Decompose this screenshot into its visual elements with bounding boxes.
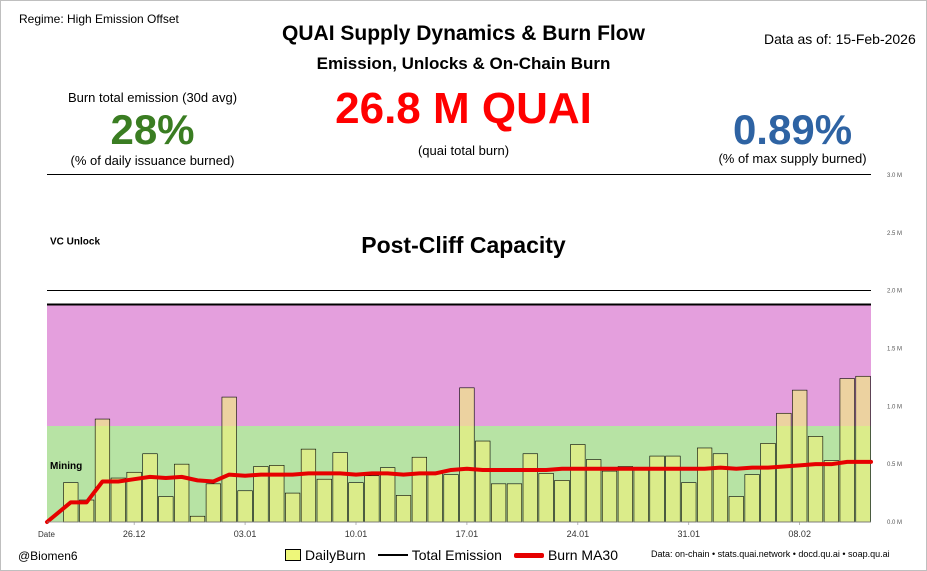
daily-burn-bar xyxy=(522,453,538,523)
band-vc-unlock xyxy=(47,304,871,426)
band-label: VC Unlock xyxy=(50,237,100,248)
daily-burn-bar xyxy=(158,496,174,523)
daily-burn-bar xyxy=(364,475,380,523)
daily-burn-bar xyxy=(411,456,427,523)
legend-label-total-emission: Total Emission xyxy=(411,547,502,563)
daily-burn-bar xyxy=(649,455,665,523)
daily-burn-bar xyxy=(475,440,491,523)
chart-subtitle: Emission, Unlocks & On-Chain Burn xyxy=(316,54,611,73)
daily-burn-bar xyxy=(570,444,586,523)
kpi-center-value: 26.8 M QUAI xyxy=(335,84,592,133)
daily-burn-bar xyxy=(427,473,443,523)
y-tick-label: 2.0 M xyxy=(887,289,902,295)
legend-item-total-emission: Total Emission xyxy=(377,547,502,563)
daily-burn-bar xyxy=(728,496,744,523)
daily-burn-bar xyxy=(285,492,301,523)
y-tick-label: 2.5 M xyxy=(887,231,902,237)
daily-burn-bar xyxy=(601,470,618,523)
daily-burn-bar xyxy=(395,495,412,523)
daily-burn-bar xyxy=(348,482,364,523)
x-axis-label: Date xyxy=(38,530,55,539)
daily-burn-bar xyxy=(332,452,348,523)
daily-burn-bar xyxy=(110,477,126,523)
regime-label: Regime: High Emission Offset xyxy=(19,12,179,26)
data-source: Data: on-chain • stats.quai.network • do… xyxy=(651,549,890,559)
daily-burn-bar xyxy=(665,455,681,523)
x-tick-label: 26.12 xyxy=(123,529,146,539)
kpi-separator xyxy=(47,174,871,175)
daily-burn-bar xyxy=(189,515,206,523)
y-tick-label: 0.5 M xyxy=(887,462,902,468)
daily-burn-bar xyxy=(443,474,459,523)
data-as-of: Data as of: 15-Feb-2026 xyxy=(764,31,916,47)
chart-title: QUAI Supply Dynamics & Burn Flow xyxy=(282,22,645,45)
x-tick-label: 31.01 xyxy=(678,529,701,539)
daily-burn-bars xyxy=(63,375,871,523)
x-tick-label: 24.01 xyxy=(567,529,590,539)
daily-burn-bar xyxy=(823,460,839,523)
legend-swatch-line xyxy=(377,554,408,556)
kpi-left-note: (% of daily issuance burned) xyxy=(70,153,235,168)
x-tick-label: 17.01 xyxy=(456,529,479,539)
daily-burn-bar xyxy=(744,474,760,523)
y-tick-label: 3.0 M xyxy=(887,173,902,179)
daily-burn-bar xyxy=(855,375,871,523)
daily-burn-bar xyxy=(633,468,649,523)
kpi-right-note: (% of max supply burned) xyxy=(718,151,867,166)
legend-item-dailyburn: DailyBurn xyxy=(285,547,366,563)
x-tick-label: 10.01 xyxy=(345,529,368,539)
daily-burn-bar xyxy=(491,483,507,523)
daily-burn-bar xyxy=(94,418,111,523)
legend-swatch-red-line xyxy=(513,552,544,558)
daily-burn-bar xyxy=(237,490,253,523)
daily-burn-bar xyxy=(142,453,158,523)
daily-burn-bar xyxy=(221,396,237,523)
legend-item-ma30: Burn MA30 xyxy=(513,547,619,563)
kpi-right-value: 0.89% xyxy=(732,106,853,153)
daily-burn-bar xyxy=(807,436,824,523)
daily-burn-bar xyxy=(681,482,697,523)
daily-burn-bar xyxy=(792,389,808,523)
y-tick-label: 0.0 M xyxy=(887,520,902,526)
x-tick-label: 08.02 xyxy=(788,529,811,539)
daily-burn-bar xyxy=(697,447,713,523)
daily-burn-bar xyxy=(712,453,729,523)
daily-burn-bar xyxy=(316,478,332,523)
section-title: Post-Cliff Capacity xyxy=(361,232,566,258)
daily-burn-bar xyxy=(617,466,633,523)
daily-burn-bar xyxy=(839,378,855,523)
legend-label-dailyburn: DailyBurn xyxy=(305,547,366,563)
daily-burn-bar xyxy=(300,448,317,523)
daily-burn-bar xyxy=(205,483,221,523)
author-handle: @Biomen6 xyxy=(18,549,78,563)
legend-label-ma30: Burn MA30 xyxy=(547,547,619,563)
kpi-left-value: 28% xyxy=(110,106,195,153)
daily-burn-bar xyxy=(554,480,570,523)
chart-axes: 0.0 M 0.5 M 1.0 M 1.5 M 2.0 M 2.5 M 3.0 M 26.12… xyxy=(38,173,902,539)
chart-legend: DailyBurn Total Emission Burn MA30 xyxy=(285,547,630,563)
daily-burn-bar xyxy=(538,473,554,523)
x-tick-label: 03.01 xyxy=(234,529,257,539)
daily-burn-bar xyxy=(174,463,190,523)
kpi-left-label: Burn total emission (30d avg) xyxy=(67,90,238,105)
daily-burn-bar xyxy=(459,387,475,523)
daily-burn-bar xyxy=(506,483,523,523)
legend-swatch-bar xyxy=(285,549,301,561)
burn-ma30-line xyxy=(45,459,873,524)
daily-burn-bar xyxy=(760,443,776,523)
burn-ma30-polyline xyxy=(45,459,873,524)
top-rule xyxy=(47,290,871,291)
y-tick-label: 1.5 M xyxy=(887,347,902,353)
band-label: Mining xyxy=(50,461,82,472)
y-tick-label: 1.0 M xyxy=(887,404,902,410)
kpi-center-note: (quai total burn) xyxy=(417,143,510,158)
